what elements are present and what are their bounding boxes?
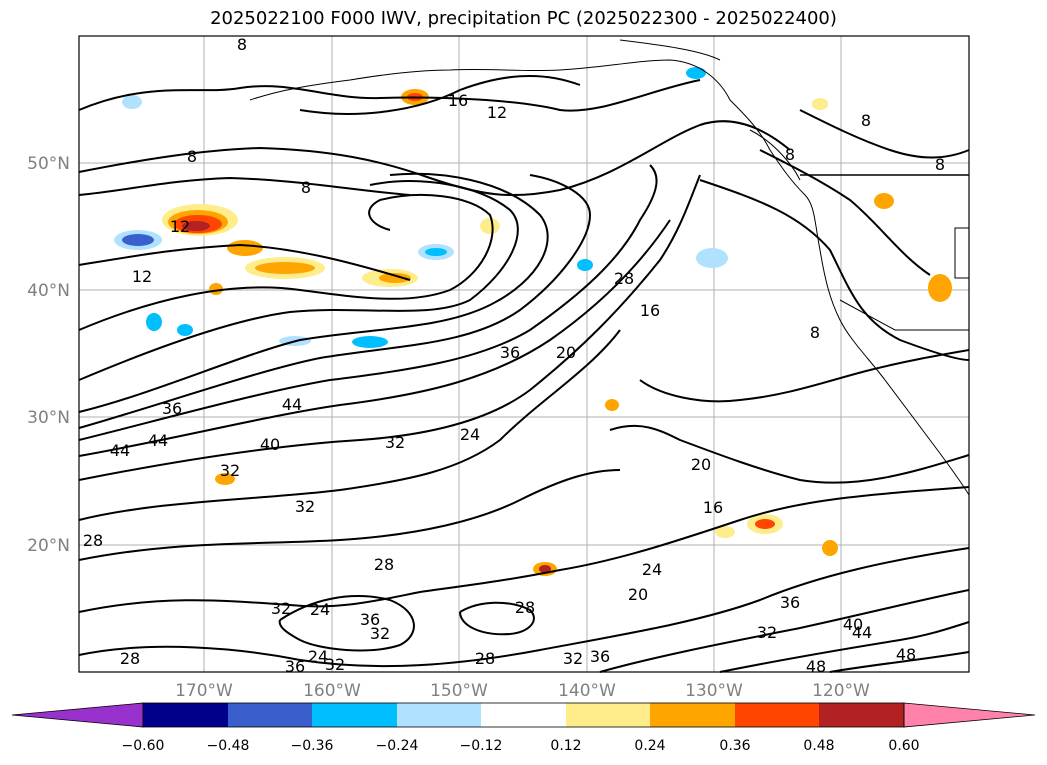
contour-label: 48 (896, 645, 916, 664)
contour-label: 16 (640, 301, 660, 320)
colorbar-extend-low (11, 702, 144, 728)
contour-label: 12 (132, 267, 152, 286)
contour-label: 8 (237, 35, 247, 54)
colorbar-tick: 0.36 (719, 738, 750, 754)
contour-label: 36 (500, 343, 520, 362)
contour-label: 28 (614, 269, 634, 288)
colorbar-tick: −0.36 (291, 738, 334, 754)
contour-label: 28 (120, 649, 140, 668)
colorbar-cell (650, 703, 735, 727)
colorbar-tick: −0.24 (376, 738, 419, 754)
contour-label: 44 (110, 441, 130, 460)
contour-label: 8 (861, 111, 871, 130)
contour-label: 36 (162, 399, 182, 418)
colorbar-extend-high (903, 702, 1036, 728)
graticule (79, 36, 969, 672)
coastlines (249, 39, 970, 496)
map-title: 2025022100 F000 IWV, precipitation PC (2… (210, 8, 837, 29)
lat-label: 30°N (27, 408, 70, 428)
contour-label: 8 (785, 145, 795, 164)
colorbar-cell (312, 703, 397, 727)
colorbar-cell (397, 703, 481, 727)
precip-patches (114, 67, 952, 576)
contour-label: 20 (556, 343, 576, 362)
contour-label: 24 (310, 600, 330, 619)
contour-label: 12 (170, 217, 190, 236)
colorbar: −0.60 −0.48 −0.36 −0.24 −0.12 0.12 0.24 … (11, 702, 1036, 754)
contour-labels: 8 16 12 8 8 12 12 8 8 8 8 28 16 36 20 44… (83, 35, 945, 676)
contour-label: 40 (260, 435, 280, 454)
colorbar-ticks: −0.60 −0.48 −0.36 −0.24 −0.12 0.12 0.24 … (122, 738, 920, 754)
contour-label: 12 (487, 103, 507, 122)
contour-label: 28 (515, 598, 535, 617)
map-panel: 8 16 12 8 8 12 12 8 8 8 8 28 16 36 20 44… (78, 35, 970, 676)
lon-label: 150°W (430, 681, 488, 701)
contour-label: 44 (852, 623, 872, 642)
colorbar-tick: 0.24 (634, 738, 665, 754)
contour-label: 36 (360, 610, 380, 629)
colorbar-tick: 0.60 (888, 738, 919, 754)
longitude-labels: 170°W 160°W 150°W 140°W 130°W 120°W (175, 681, 870, 701)
contour-label: 32 (385, 433, 405, 452)
contour-label: 20 (628, 585, 648, 604)
contour-label: 8 (935, 155, 945, 174)
lon-label: 140°W (558, 681, 616, 701)
lon-label: 120°W (812, 681, 870, 701)
colorbar-cell (143, 703, 228, 727)
contour-label: 32 (370, 624, 390, 643)
contour-label: 24 (642, 560, 662, 579)
iwv-contours (78, 74, 970, 673)
contour-label: 36 (590, 647, 610, 666)
contour-label: 24 (460, 425, 480, 444)
contour-label: 24 (308, 647, 328, 666)
contour-label: 28 (83, 531, 103, 550)
colorbar-tick: 0.12 (550, 738, 581, 754)
lat-label: 50°N (27, 154, 70, 174)
contour-label: 16 (703, 498, 723, 517)
lat-label: 40°N (27, 281, 70, 301)
contour-label: 32 (295, 497, 315, 516)
colorbar-tick: −0.12 (460, 738, 503, 754)
contour-label: 8 (810, 323, 820, 342)
colorbar-outline (142, 702, 905, 728)
contour-label: 32 (271, 599, 291, 618)
lon-label: 130°W (685, 681, 743, 701)
contour-label: 32 (757, 623, 777, 642)
colorbar-cell (228, 703, 312, 727)
colorbar-tick: −0.60 (122, 738, 165, 754)
latitude-labels: 50°N 40°N 30°N 20°N (27, 154, 70, 556)
contour-label: 20 (691, 455, 711, 474)
contour-label: 40 (843, 615, 863, 634)
colorbar-cell (735, 703, 819, 727)
contour-label: 36 (285, 657, 305, 676)
lon-label: 160°W (303, 681, 361, 701)
contour-label: 36 (780, 593, 800, 612)
colorbar-cells (11, 702, 1036, 728)
contour-label: 44 (148, 431, 168, 450)
contour-label: 8 (187, 147, 197, 166)
colorbar-cell (481, 703, 566, 727)
colorbar-cell (819, 703, 904, 727)
contour-label: 28 (374, 555, 394, 574)
lat-label: 20°N (27, 536, 70, 556)
contour-label: 28 (475, 649, 495, 668)
colorbar-tick: −0.48 (207, 738, 250, 754)
contour-label: 16 (448, 91, 468, 110)
contour-label: 32 (220, 461, 240, 480)
colorbar-tick: 0.48 (803, 738, 834, 754)
contour-label: 44 (282, 395, 302, 414)
colorbar-cell (566, 703, 650, 727)
contour-label: 32 (563, 649, 583, 668)
contour-label: 8 (301, 178, 311, 197)
lon-label: 170°W (175, 681, 233, 701)
contour-label: 48 (806, 657, 826, 676)
contour-label: 32 (325, 655, 345, 674)
